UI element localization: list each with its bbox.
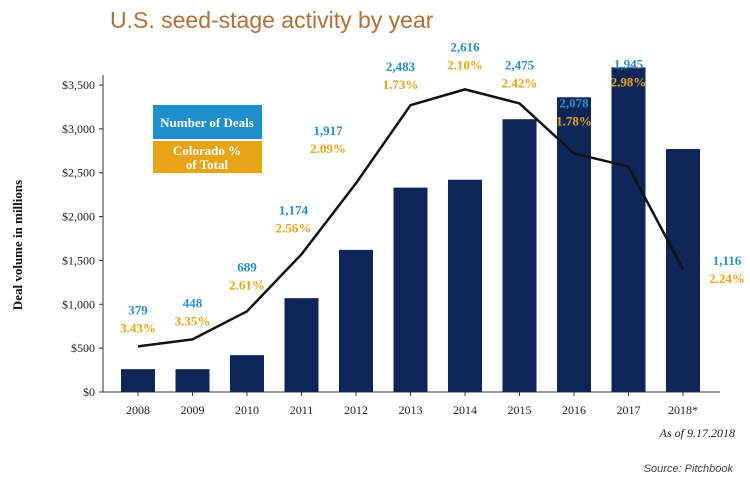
bar-2010 — [230, 355, 264, 392]
legend-label-line: of Total — [186, 157, 229, 172]
y-tick-label: $2,500 — [62, 166, 95, 180]
y-tick-label: $3,500 — [62, 78, 95, 92]
colorado-pct-label: 3.35% — [175, 313, 211, 328]
bar-2017 — [611, 67, 646, 392]
x-tick-label: 2016 — [562, 403, 586, 417]
source-note: Source: Pitchbook — [644, 463, 734, 475]
bars — [121, 67, 700, 393]
colorado-pct-label: 2.61% — [229, 277, 265, 292]
colorado-pct-label: 2.09% — [310, 141, 346, 156]
bar-2009 — [175, 369, 210, 392]
bar-2011 — [284, 298, 319, 392]
y-axis-label: Deal volume in millions — [10, 180, 25, 310]
x-tick-label: 2010 — [235, 403, 259, 417]
bar-2016 — [557, 97, 591, 392]
y-tick-label: $3,000 — [62, 122, 95, 136]
legend-label-line: Colorado % — [173, 143, 241, 158]
axes: $0 $500 $1,000 $1,500 $2,000 $2,500 $3,000 $3,5… — [62, 75, 720, 417]
colorado-pct-label: 2.98% — [611, 75, 647, 90]
deal-count-label: 379 — [128, 302, 148, 317]
x-tick-label: 2013 — [399, 403, 423, 417]
x-tick-label: 2011 — [290, 403, 314, 417]
data-labels: 379 3.43% 448 3.35% 689 2.61% 1,174 2.56% 1,917 2… — [120, 39, 745, 335]
legend-swatch-deals — [153, 105, 262, 139]
deal-count-label: 1,917 — [313, 123, 343, 138]
y-tick-label: $1,000 — [62, 297, 95, 311]
deal-count-label: 2,475 — [505, 57, 535, 72]
as-of-note: As of 9.17.2018 — [659, 426, 735, 440]
deal-count-label: 1,945 — [614, 57, 644, 72]
x-tick-label: 2009 — [181, 403, 205, 417]
bar-2014 — [448, 179, 482, 392]
colorado-pct-label: 2.24% — [709, 271, 745, 286]
x-tick-label: 2017 — [617, 403, 641, 417]
x-tick-label: 2014 — [453, 403, 477, 417]
deal-count-label: 2,483 — [386, 59, 416, 74]
x-tick-label: 2015 — [508, 403, 532, 417]
deal-count-label: 2,616 — [450, 39, 480, 54]
bar-2013 — [393, 187, 428, 392]
deal-count-label: 448 — [183, 295, 203, 310]
y-tick-label: $0 — [83, 385, 95, 399]
legend-label-deals: Number of Deals — [160, 115, 254, 130]
bar-2008 — [121, 369, 155, 392]
deals-line — [137, 88, 685, 348]
y-tick-label: $2,000 — [62, 210, 95, 224]
y-tick-label: $500 — [71, 341, 95, 355]
colorado-pct-label: 1.78% — [556, 113, 592, 128]
bar-2012 — [339, 249, 373, 392]
deal-count-label: 1,116 — [713, 253, 742, 268]
line-series — [137, 88, 685, 348]
colorado-pct-label: 3.43% — [120, 320, 156, 335]
legend: Number of Deals Colorado % of Total — [153, 105, 262, 173]
x-tick-label: 2012 — [344, 403, 368, 417]
colorado-pct-label: 2.42% — [502, 75, 538, 90]
colorado-pct-label: 1.73% — [383, 77, 419, 92]
legend-swatch-colorado — [153, 141, 262, 173]
bar-2018 — [666, 149, 700, 392]
chart-title: U.S. seed-stage activity by year — [110, 7, 434, 33]
deal-count-label: 1,174 — [279, 202, 309, 217]
deal-count-label: 689 — [237, 259, 257, 274]
colorado-pct-label: 2.10% — [447, 57, 483, 72]
y-tick-label: $1,500 — [62, 253, 95, 267]
deal-count-label: 2,078 — [559, 95, 589, 110]
bar-2015 — [502, 119, 537, 393]
legend-label-colorado: Colorado % of Total — [173, 143, 241, 172]
x-tick-label: 2018* — [668, 403, 698, 417]
colorado-pct-label: 2.56% — [276, 220, 312, 235]
x-tick-label: 2008 — [126, 403, 150, 417]
